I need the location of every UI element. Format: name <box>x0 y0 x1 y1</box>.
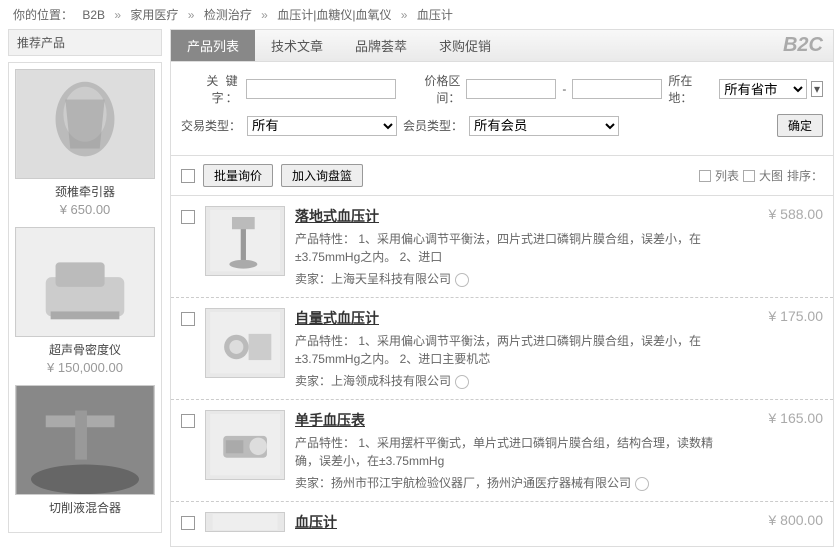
breadcrumb-sep: » <box>401 8 408 22</box>
main-content: 产品列表 技术文章 品牌荟萃 求购促销 B2C 关 键 字： 价格区间： - 所… <box>170 29 834 547</box>
sort-label: 排序： <box>787 167 823 184</box>
breadcrumb-sep: » <box>261 8 268 22</box>
breadcrumb-item[interactable]: 血压计 <box>417 8 453 22</box>
product-title[interactable]: 单手血压表 <box>295 410 733 430</box>
confirm-button[interactable]: 确定 <box>777 114 823 137</box>
recommend-name: 切削液混合器 <box>15 499 155 516</box>
breadcrumb: 你的位置： B2B » 家用医疗 » 检测治疗 » 血压计|血糖仪|血氧仪 » … <box>0 0 834 29</box>
recommend-item[interactable]: 超声骨密度仪 ¥ 150,000.00 <box>15 227 155 375</box>
product-checkbox[interactable] <box>181 210 195 224</box>
add-basket-button[interactable]: 加入询盘篮 <box>281 164 363 187</box>
member-label: 会员类型： <box>403 117 463 134</box>
product-image[interactable] <box>205 410 285 480</box>
product-checkbox[interactable] <box>181 414 195 428</box>
recommend-price: ¥ 650.00 <box>15 202 155 217</box>
trade-label: 交易类型： <box>181 117 241 134</box>
recommend-price: ¥ 150,000.00 <box>15 360 155 375</box>
medal-icon <box>455 273 469 287</box>
product-seller: 卖家：上海领成科技有限公司 <box>295 374 451 388</box>
grid-view-label[interactable]: 大图 <box>759 167 783 184</box>
price-label: 价格区间： <box>402 72 461 106</box>
breadcrumb-item[interactable]: 血压计|血糖仪|血氧仪 <box>277 8 391 22</box>
product-seller: 卖家：扬州市邗江宇航检验仪器厂，扬州沪通医疗器械有限公司 <box>295 476 631 490</box>
product-price: ¥ 175.00 <box>733 308 823 389</box>
tabs: 产品列表 技术文章 品牌荟萃 求购促销 B2C <box>170 29 834 62</box>
recommend-item[interactable]: 颈椎牵引器 ¥ 650.00 <box>15 69 155 217</box>
product-title[interactable]: 血压计 <box>295 512 733 532</box>
product-checkbox[interactable] <box>181 516 195 530</box>
medal-icon <box>455 375 469 389</box>
breadcrumb-item[interactable]: 家用医疗 <box>130 8 178 22</box>
product-image[interactable] <box>205 308 285 378</box>
breadcrumb-sep: » <box>188 8 195 22</box>
product-row: 自量式血压计 产品特性： 1、采用偏心调节平衡法，两片式进口磷铜片膜合组，误差小… <box>171 298 833 400</box>
recommend-image <box>15 69 155 179</box>
sidebar-title: 推荐产品 <box>8 29 162 56</box>
recommend-image <box>15 385 155 495</box>
b2c-logo: B2C <box>783 34 823 57</box>
product-price: ¥ 588.00 <box>733 206 823 287</box>
tab-product-list[interactable]: 产品列表 <box>171 30 255 61</box>
tab-tech-articles[interactable]: 技术文章 <box>255 30 339 61</box>
filter-panel: 关 键 字： 价格区间： - 所在地： 所有省市 ▾ 交易类型： 所有 <box>170 62 834 156</box>
breadcrumb-sep: » <box>114 8 121 22</box>
dropdown-icon[interactable]: ▾ <box>811 81 823 97</box>
product-seller: 卖家：上海天呈科技有限公司 <box>295 272 451 286</box>
recommend-image <box>15 227 155 337</box>
product-row: 落地式血压计 产品特性： 1、采用偏心调节平衡法，四片式进口磷铜片膜合组，误差小… <box>171 196 833 298</box>
bulk-inquiry-button[interactable]: 批量询价 <box>203 164 273 187</box>
keyword-input[interactable] <box>246 79 396 99</box>
product-desc: 产品特性： 1、采用摆杆平衡式，单片式进口磷铜片膜合组，结构合理，读数精确，误差… <box>295 434 733 470</box>
product-price: ¥ 165.00 <box>733 410 823 491</box>
member-select[interactable]: 所有会员 <box>469 116 619 136</box>
breadcrumb-item[interactable]: 检测治疗 <box>204 8 252 22</box>
list-view-icon[interactable] <box>699 170 711 182</box>
product-title[interactable]: 自量式血压计 <box>295 308 733 328</box>
product-image[interactable] <box>205 206 285 276</box>
location-label: 所在地： <box>668 72 715 106</box>
product-list: 落地式血压计 产品特性： 1、采用偏心调节平衡法，四片式进口磷铜片膜合组，误差小… <box>170 196 834 547</box>
grid-view-icon[interactable] <box>743 170 755 182</box>
recommend-item[interactable]: 切削液混合器 <box>15 385 155 516</box>
keyword-label: 关 键 字： <box>181 72 240 106</box>
toolbar: 批量询价 加入询盘篮 列表 大图 排序： <box>170 156 834 196</box>
price-max-input[interactable] <box>572 79 662 99</box>
product-desc: 产品特性： 1、采用偏心调节平衡法，四片式进口磷铜片膜合组，误差小，在±3.75… <box>295 230 733 266</box>
product-row: 血压计 ¥ 800.00 <box>171 502 833 546</box>
recommend-name: 颈椎牵引器 <box>15 183 155 200</box>
sidebar: 推荐产品 颈椎牵引器 ¥ 650.00 超声骨密度仪 ¥ 150,000.00 <box>0 29 170 547</box>
product-checkbox[interactable] <box>181 312 195 326</box>
recommend-name: 超声骨密度仪 <box>15 341 155 358</box>
product-image[interactable] <box>205 512 285 532</box>
product-title[interactable]: 落地式血压计 <box>295 206 733 226</box>
price-sep: - <box>562 82 566 96</box>
list-view-label[interactable]: 列表 <box>715 167 739 184</box>
location-select[interactable]: 所有省市 <box>719 79 807 99</box>
tab-promo[interactable]: 求购促销 <box>423 30 507 61</box>
product-price: ¥ 800.00 <box>733 512 823 536</box>
trade-select[interactable]: 所有 <box>247 116 397 136</box>
medal-icon <box>635 477 649 491</box>
tab-brands[interactable]: 品牌荟萃 <box>339 30 423 61</box>
select-all-checkbox[interactable] <box>181 169 195 183</box>
breadcrumb-label: 你的位置： <box>13 8 73 22</box>
price-min-input[interactable] <box>466 79 556 99</box>
breadcrumb-item[interactable]: B2B <box>82 8 105 22</box>
product-row: 单手血压表 产品特性： 1、采用摆杆平衡式，单片式进口磷铜片膜合组，结构合理，读… <box>171 400 833 502</box>
product-desc: 产品特性： 1、采用偏心调节平衡法，两片式进口磷铜片膜合组，误差小，在±3.75… <box>295 332 733 368</box>
